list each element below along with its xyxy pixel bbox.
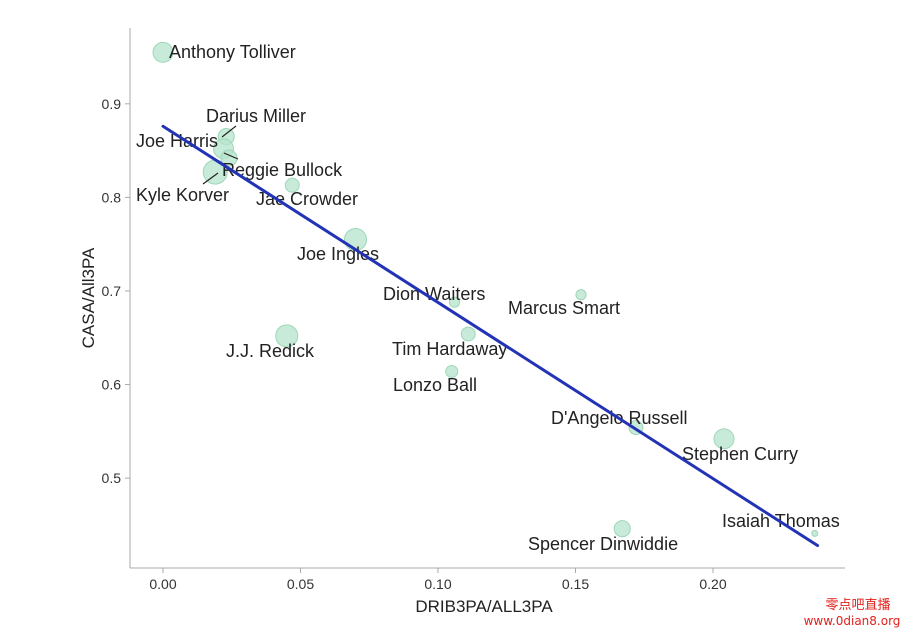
y-tick-label: 0.7 [102,283,122,299]
point-label: Joe Ingles [297,244,379,264]
y-tick-label: 0.8 [102,189,122,205]
fit-line-layer [161,124,819,548]
point-label: Dion Waiters [383,284,485,304]
scatter-point [460,326,476,342]
leader-line [221,125,237,138]
y-axis-label: CASA/All3PA [79,247,98,348]
point-label: Reggie Bullock [222,160,343,180]
y-tick-label: 0.6 [102,377,122,393]
scatter-point [445,364,459,378]
scatter-point [613,520,631,538]
point-label: Tim Hardaway [392,339,507,359]
leader-line [223,152,239,160]
point-label: Darius Miller [206,106,306,126]
x-tick-label: 0.05 [287,576,314,592]
y-tick-label: 0.9 [102,96,122,112]
y-tick-label: 0.5 [102,470,122,486]
point-label: Marcus Smart [508,298,620,318]
point-label: J.J. Redick [226,341,315,361]
x-tick-label: 0.20 [699,576,726,592]
scatter-point [448,296,461,308]
scatter-point [713,428,735,450]
point-labels-layer: Anthony Tolliver Darius Miller Joe HarrisR… [136,42,840,554]
point-label: Joe Harris [136,131,218,151]
x-tick-label: 0.15 [562,576,589,592]
x-axis-label: DRIB3PA/ALL3PA [415,597,553,616]
point-label: Lonzo Ball [393,375,477,395]
scatter-point [152,41,174,63]
x-tick-label: 0.00 [149,576,176,592]
leader-line [202,172,219,185]
ticks-layer: 0.00 0.05 0.10 0.15 0.20 0.5 0.6 0.7 0.8 0.9 [102,96,727,592]
x-tick-label: 0.10 [424,576,451,592]
leader-lines-layer [202,125,239,185]
points-layer [152,41,819,538]
point-label: Anthony Tolliver [169,42,296,62]
scatter-point [275,324,299,348]
scatter-point [575,289,587,301]
regression-line [161,124,819,548]
point-label: Spencer Dinwiddie [528,534,678,554]
scatter-point [811,529,819,537]
point-label: Jae Crowder [256,189,358,209]
scatter-point [284,177,300,193]
point-label: Stephen Curry [682,444,798,464]
watermark-title: 零点吧直播 [825,598,890,613]
point-label: Kyle Korver [136,185,229,205]
watermark-url: www.0dian8.org [804,614,901,628]
